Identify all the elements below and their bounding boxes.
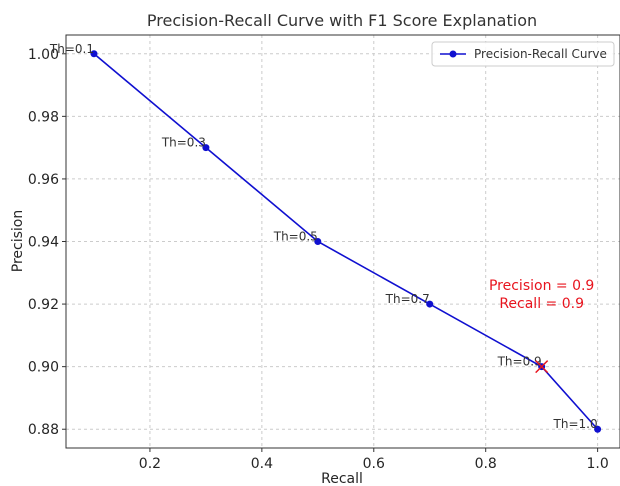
- annotation: Precision = 0.9 Recall = 0.9: [489, 278, 594, 312]
- x-tick-label: 0.2: [139, 456, 161, 472]
- y-axis-title: Precision: [10, 210, 26, 272]
- y-tick-label: 0.88: [28, 422, 59, 438]
- highlight: [535, 360, 549, 374]
- x-tick-label: 0.4: [251, 456, 273, 472]
- legend-swatch-marker: [449, 50, 457, 58]
- x-tick-label: 1.0: [586, 456, 608, 472]
- data-point: [90, 50, 98, 58]
- annotation-text: Recall = 0.9: [499, 296, 584, 312]
- point-label: Th=0.5: [273, 230, 318, 244]
- annotation-text: Precision = 0.9: [489, 278, 594, 294]
- data-point: [426, 300, 434, 308]
- x-tick-label: 0.8: [475, 456, 497, 472]
- legend-box: [431, 41, 615, 67]
- x-axis-title: Recall: [321, 471, 363, 486]
- point-label: Th=0.3: [161, 136, 206, 150]
- highlight-marker: [535, 360, 549, 374]
- x-tick-label: 0.6: [363, 456, 385, 472]
- data-point: [594, 425, 602, 433]
- y-tick-label: 0.96: [28, 172, 59, 188]
- series: Th=0.1 Th=0.3 Th=0.5 Th=0.7 Th=0.9 Th=1.0: [49, 42, 602, 433]
- data-point: [202, 144, 210, 152]
- y-tick-label: 1.00: [28, 47, 59, 63]
- point-label: Th=0.1: [49, 42, 94, 56]
- point-label: Th=0.9: [497, 355, 542, 369]
- point-label: Th=1.0: [553, 417, 598, 431]
- grid: [66, 35, 620, 448]
- point-label: Th=0.7: [385, 292, 430, 306]
- y-tick-label: 0.98: [28, 109, 59, 125]
- legend: Precision-Recall Curve: [431, 41, 615, 67]
- legend-label: Precision-Recall Curve: [474, 47, 607, 61]
- y-tick-label: 0.92: [28, 297, 59, 313]
- series-line: [93, 53, 599, 430]
- chart-title: Precision-Recall Curve with F1 Score Exp…: [147, 11, 537, 30]
- y-tick-label: 0.94: [28, 235, 59, 251]
- data-point: [314, 238, 322, 245]
- axis-ticks: 0.2 0.4 0.6 0.8 1.0 0.88 0.90 0.92 0.94 0.96 0.98 1…: [28, 47, 609, 472]
- y-tick-label: 0.90: [28, 360, 59, 376]
